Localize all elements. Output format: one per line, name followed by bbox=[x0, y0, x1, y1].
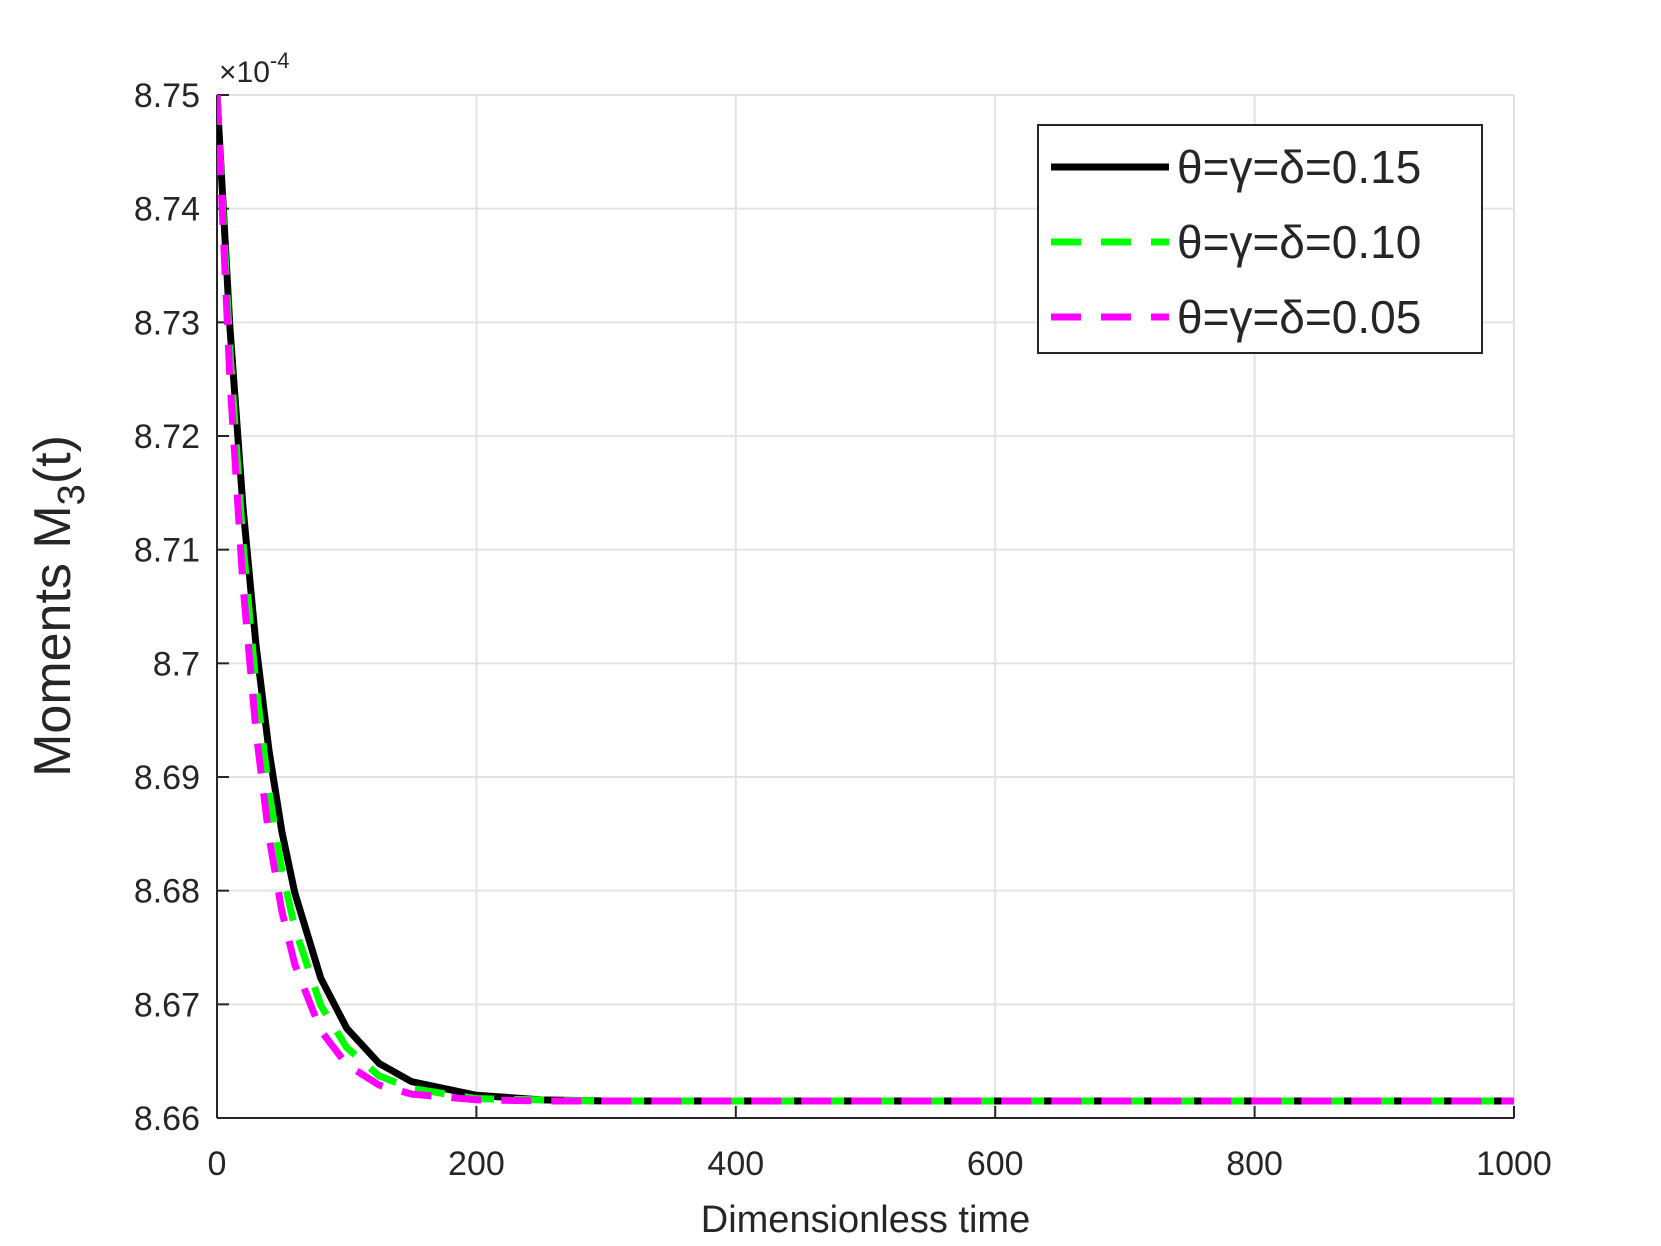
legend: θ=γ=δ=0.15 θ=γ=δ=0.10 θ=γ=δ=0.05 bbox=[1037, 124, 1483, 354]
y-tick-label: 8.66 bbox=[134, 1100, 200, 1138]
y-tick-label: 8.67 bbox=[134, 986, 200, 1024]
y-label-suffix: (t) bbox=[24, 435, 82, 484]
series-line bbox=[217, 95, 1514, 1105]
x-axis-label: Dimensionless time bbox=[701, 1199, 1030, 1241]
legend-label: θ=γ=δ=0.05 bbox=[1177, 291, 1421, 343]
y-tick-label: 8.69 bbox=[134, 759, 200, 797]
y-label-subscript: 3 bbox=[51, 484, 93, 505]
multiplier-exponent: -4 bbox=[270, 48, 290, 73]
x-tick-label: 800 bbox=[1226, 1145, 1283, 1183]
y-axis-label: Moments M3(t) bbox=[24, 435, 93, 777]
x-tick-label: 0 bbox=[208, 1145, 227, 1183]
y-tick-label: 8.71 bbox=[134, 532, 200, 570]
y-label-text: Moments M bbox=[24, 505, 82, 777]
x-tick-label: 400 bbox=[707, 1145, 764, 1183]
y-tick-label: 8.74 bbox=[134, 191, 200, 229]
y-multiplier: ×10-4 bbox=[219, 48, 289, 89]
x-tick-label: 600 bbox=[967, 1145, 1024, 1183]
legend-label: θ=γ=δ=0.10 bbox=[1177, 216, 1421, 268]
y-tick-label: 8.68 bbox=[134, 873, 200, 911]
y-tick-label: 8.7 bbox=[153, 645, 200, 683]
x-tick-label: 1000 bbox=[1476, 1145, 1552, 1183]
plot-lines bbox=[217, 95, 1514, 1105]
multiplier-base: ×10 bbox=[219, 56, 270, 89]
y-tick-label: 8.73 bbox=[134, 304, 200, 342]
y-tick-label: 8.72 bbox=[134, 418, 200, 456]
y-tick-label: 8.75 bbox=[134, 77, 200, 115]
x-tick-label: 200 bbox=[448, 1145, 505, 1183]
legend-label: θ=γ=δ=0.15 bbox=[1177, 141, 1421, 193]
